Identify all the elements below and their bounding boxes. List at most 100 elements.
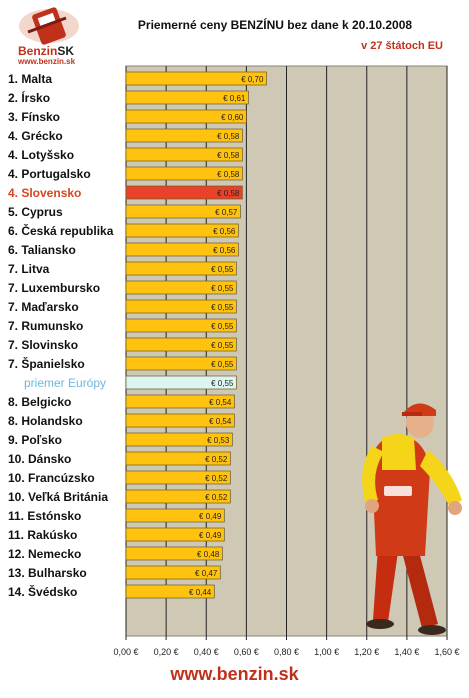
bar (125, 318, 237, 333)
bar (125, 375, 237, 390)
category-label: 1. Malta (8, 72, 52, 86)
value-label: € 0,52 (205, 455, 228, 464)
category-label: 8. Holandsko (8, 414, 83, 428)
value-label: € 0,49 (199, 531, 222, 540)
tick-label: 0,80 € (274, 647, 299, 657)
category-label: 13. Bulharsko (8, 566, 87, 580)
value-label: € 0,54 (209, 398, 232, 407)
category-label: priemer Európy (24, 376, 106, 390)
bar (125, 584, 215, 599)
value-label: € 0,60 (221, 113, 244, 122)
value-label: € 0,49 (199, 512, 222, 521)
bar (125, 356, 237, 371)
category-label: 12. Nemecko (8, 547, 81, 561)
bar (125, 527, 225, 542)
value-label: € 0,56 (213, 246, 236, 255)
bar (125, 280, 237, 295)
value-label: € 0,55 (211, 341, 234, 350)
bar (125, 432, 233, 447)
category-label: 11. Rakúsko (8, 528, 77, 542)
category-label: 9. Poľsko (8, 433, 62, 447)
logo-brand: BenzinSK (18, 44, 74, 58)
value-label: € 0,58 (217, 132, 240, 141)
category-label: 7. Luxembursko (8, 281, 100, 295)
bar (125, 185, 243, 200)
chart-subtitle: v 27 štátoch EU (361, 40, 443, 52)
value-label: € 0,70 (241, 75, 264, 84)
value-label: € 0,47 (195, 569, 218, 578)
category-label: 10. Dánsko (8, 452, 71, 466)
tick-label: 0,60 € (234, 647, 259, 657)
bar (125, 204, 241, 219)
value-label: € 0,56 (213, 227, 236, 236)
category-label: 7. Maďarsko (8, 300, 79, 314)
value-label: € 0,44 (189, 588, 212, 597)
value-label: € 0,52 (205, 493, 228, 502)
bar (125, 565, 221, 580)
category-label: 4. Slovensko (8, 186, 81, 200)
logo-url: www.benzin.sk (18, 57, 76, 66)
value-label: € 0,55 (211, 303, 234, 312)
value-label: € 0,58 (217, 189, 240, 198)
tick-label: 1,00 € (314, 647, 339, 657)
category-label: 10. Francúzsko (8, 471, 95, 485)
bar (125, 508, 225, 523)
value-label: € 0,53 (207, 436, 230, 445)
bar (125, 90, 249, 105)
tick-label: 1,20 € (354, 647, 379, 657)
category-label: 11. Estónsko (8, 509, 81, 523)
bar (125, 109, 247, 124)
bar (125, 546, 223, 561)
bar (125, 394, 235, 409)
value-label: € 0,55 (211, 284, 234, 293)
category-label: 2. Írsko (8, 90, 50, 105)
bar (125, 451, 231, 466)
value-label: € 0,55 (211, 265, 234, 274)
category-label: 7. Litva (8, 262, 50, 276)
category-label: 14. Švédsko (8, 584, 77, 599)
value-label: € 0,48 (197, 550, 220, 559)
fuel-can-logo-icon (19, 7, 79, 45)
benzin-sk-logo: BenzinSK www.benzin.sk (6, 6, 92, 66)
bar (125, 242, 239, 257)
value-label: € 0,55 (211, 322, 234, 331)
value-label: € 0,54 (209, 417, 232, 426)
logo-brand-name: Benzin (18, 44, 58, 58)
value-label: € 0,61 (223, 94, 246, 103)
bar (125, 299, 237, 314)
tick-label: 1,60 € (434, 647, 459, 657)
value-label: € 0,52 (205, 474, 228, 483)
tick-label: 0,00 € (113, 647, 138, 657)
bar (125, 166, 243, 181)
bar (125, 470, 231, 485)
bars: € 0,70 1. Malta € 0,61 2. Írsko € 0,60 3. Fín… (8, 71, 267, 599)
footer-url: www.benzin.sk (170, 664, 299, 684)
tick-label: 0,40 € (194, 647, 219, 657)
gas-station-worker-icon (362, 403, 462, 635)
value-label: € 0,58 (217, 170, 240, 179)
bar (125, 128, 243, 143)
bar (125, 261, 237, 276)
bar (125, 147, 243, 162)
category-label: 7. Španielsko (8, 356, 85, 371)
value-label: € 0,58 (217, 151, 240, 160)
category-label: 6. Česká republika (8, 223, 114, 238)
bar (125, 489, 231, 504)
bar (125, 223, 239, 238)
logo-brand-suffix: SK (57, 44, 75, 58)
category-label: 4. Lotyšsko (8, 148, 74, 162)
chart-title: Priemerné ceny BENZÍNU bez dane k 20.10.… (137, 18, 413, 32)
category-label: 6. Taliansko (8, 243, 76, 257)
category-label: 4. Portugalsko (8, 167, 91, 181)
category-label: 3. Fínsko (8, 110, 60, 124)
tick-label: 0,20 € (154, 647, 179, 657)
value-label: € 0,55 (211, 379, 234, 388)
tick-label: 1,40 € (394, 647, 419, 657)
bar (125, 337, 237, 352)
bar (125, 413, 235, 428)
category-label: 4. Grécko (8, 129, 63, 143)
x-axis: 0,00 € 0,20 € 0,40 € 0,60 € 0,80 € 1,00 € 1,20… (113, 636, 460, 657)
value-label: € 0,55 (211, 360, 234, 369)
category-label: 5. Cyprus (8, 205, 63, 219)
